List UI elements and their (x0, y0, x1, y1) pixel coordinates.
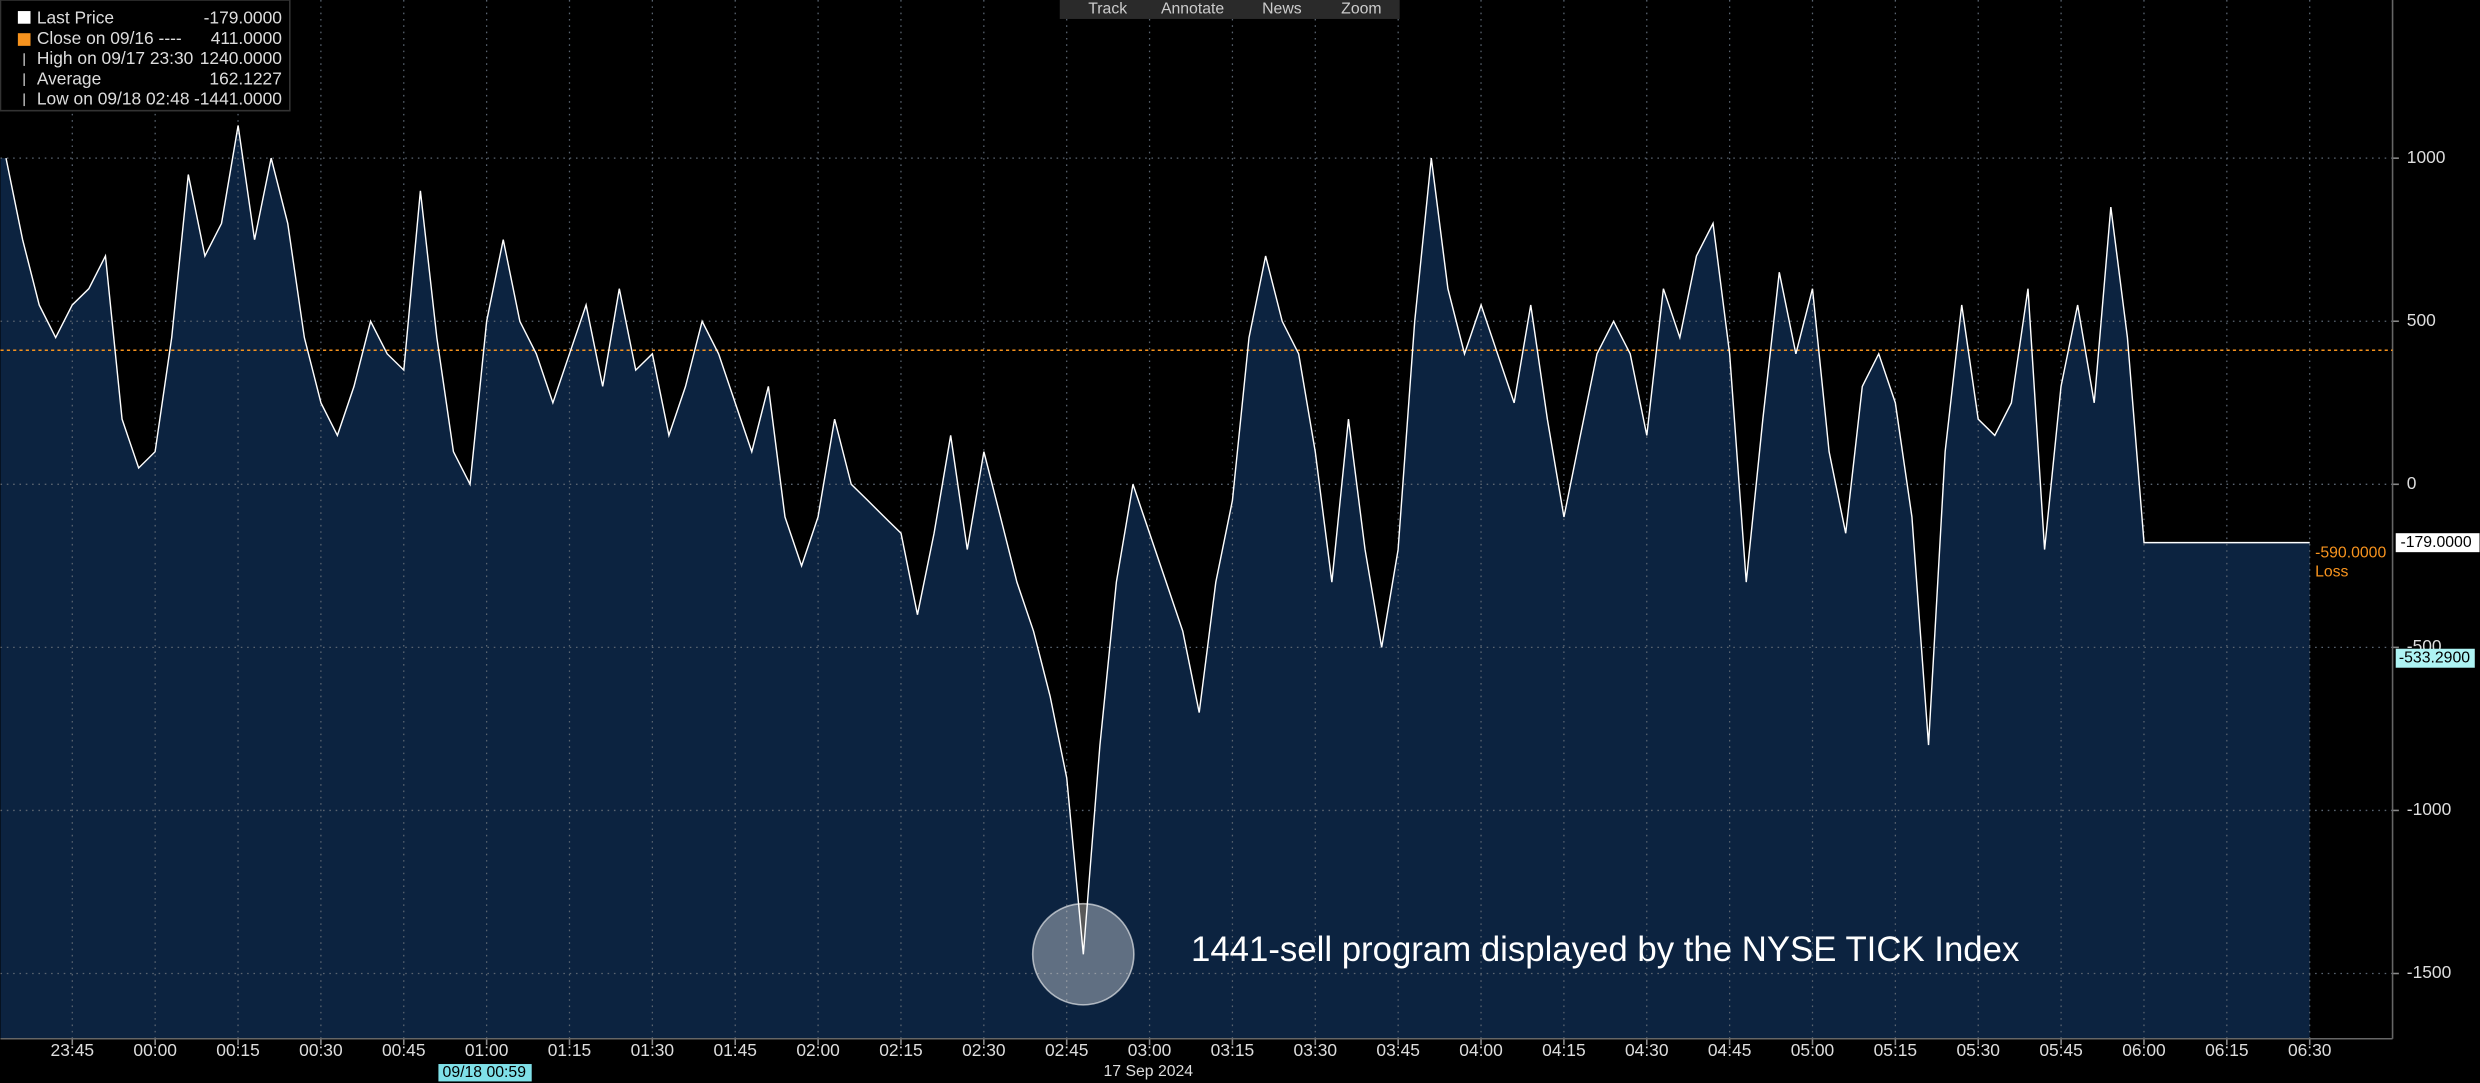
level-label: -533.2900 (2399, 649, 2470, 666)
y-tick-label: 500 (2407, 310, 2436, 330)
x-tick-label: 01:00 (465, 1040, 508, 1060)
x-tick-label: 06:15 (2205, 1040, 2248, 1060)
legend-name: Average (37, 68, 101, 88)
loss-value: -590.0000 (2315, 545, 2386, 562)
y-tick-label: 1000 (2407, 147, 2446, 167)
price-line (5, 125, 2310, 955)
date-label: 17 Sep 2024 (1103, 1063, 1193, 1080)
y-tick-label: -1000 (2407, 799, 2451, 819)
highlight-circle (1031, 902, 1135, 1006)
legend-value: -179.0000 (204, 8, 282, 28)
last-price-label: -179.0000 (2400, 534, 2471, 551)
legend-value: 162.1227 (209, 68, 281, 88)
toolbar-button[interactable]: Track (1088, 1, 1127, 18)
annotation: 1441-sell program displayed by the NYSE … (1191, 931, 2020, 969)
legend-name: Low on 09/18 02:48 (37, 88, 190, 108)
y-tick-label: -1500 (2407, 962, 2451, 982)
toolbar-button[interactable]: Zoom (1341, 1, 1381, 18)
x-tick-label: 05:00 (1791, 1040, 1834, 1060)
x-tick-label: 01:45 (713, 1040, 756, 1060)
legend-value: 1240.0000 (200, 48, 282, 68)
x-tick-label: 01:30 (631, 1040, 674, 1060)
legend-swatch (17, 33, 31, 46)
x-tick-label: 06:30 (2288, 1040, 2331, 1060)
x-tick-label: 01:15 (548, 1040, 591, 1060)
cursor-label: 09/18 00:59 (443, 1064, 527, 1081)
x-tick-label: 04:30 (1625, 1040, 1668, 1060)
loss-note: Loss (2315, 564, 2348, 581)
x-tick-label: 00:00 (133, 1040, 176, 1060)
x-tick-label: 06:00 (2122, 1040, 2165, 1060)
x-tick-label: 03:15 (1211, 1040, 1254, 1060)
legend-value: 411.0000 (211, 28, 282, 48)
x-tick-label: 05:45 (2039, 1040, 2082, 1060)
x-tick-label: 02:15 (879, 1040, 922, 1060)
x-tick-label: 23:45 (51, 1040, 94, 1060)
level-box (2395, 648, 2475, 668)
x-tick-label: 00:15 (216, 1040, 259, 1060)
legend-name: Last Price (37, 8, 114, 28)
last-price-box (2395, 533, 2480, 553)
x-tick-label: 02:45 (1045, 1040, 1088, 1060)
legend-box (0, 0, 291, 112)
toolbar-button[interactable]: News (1262, 1, 1302, 18)
x-tick-label: 03:30 (1294, 1040, 1337, 1060)
legend-name: Close on 09/16 ---- (37, 28, 182, 48)
toolbar (1059, 0, 1400, 19)
x-tick-label: 04:45 (1708, 1040, 1751, 1060)
y-tick-label: 0 (2407, 473, 2417, 493)
x-tick-label: 05:15 (1874, 1040, 1917, 1060)
x-tick-label: 04:15 (1542, 1040, 1585, 1060)
toolbar-button[interactable]: Annotate (1161, 1, 1224, 18)
x-tick-label: 00:45 (382, 1040, 425, 1060)
x-tick-label: 02:30 (962, 1040, 1005, 1060)
legend-name: High on 09/17 23:30 (37, 48, 194, 68)
x-tick-label: 04:00 (1459, 1040, 1502, 1060)
x-tick-label: 02:00 (796, 1040, 839, 1060)
x-tick-label: 03:45 (1376, 1040, 1419, 1060)
x-tick-label: 05:30 (1956, 1040, 1999, 1060)
legend-swatch (17, 11, 31, 24)
cursor-box (438, 1064, 532, 1082)
x-tick-label: 00:30 (299, 1040, 342, 1060)
x-tick-label: 03:00 (1128, 1040, 1171, 1060)
area (0, 125, 2310, 1039)
legend-value: -1441.0000 (194, 88, 282, 108)
